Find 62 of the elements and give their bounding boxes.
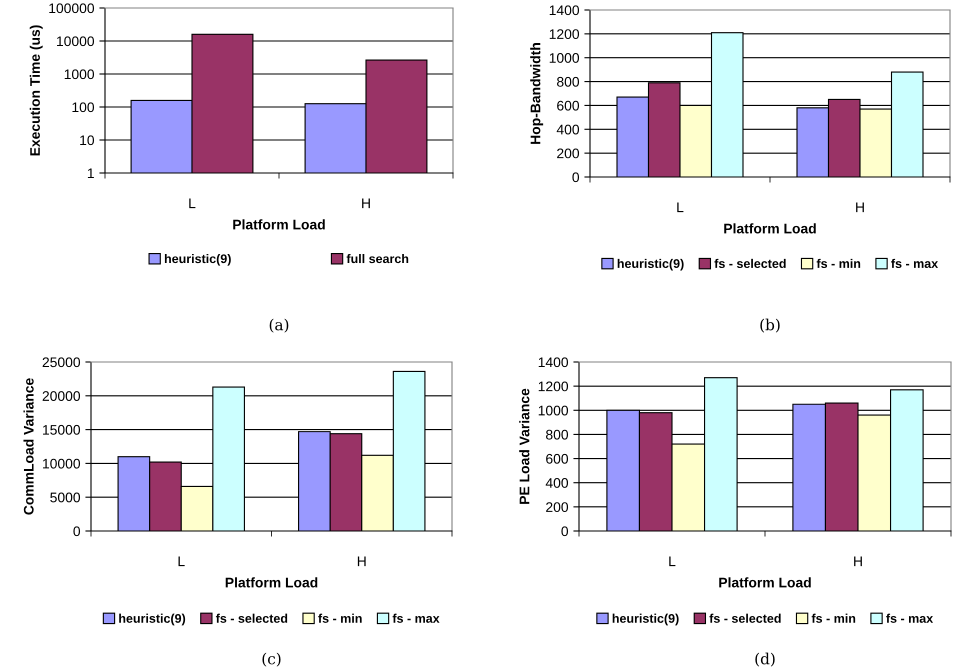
y-tick-label: 1 [88, 168, 94, 178]
legend-label: fs - max [891, 258, 938, 268]
x-axis-title: Platform Load [226, 577, 318, 588]
y-tick-label: 200 [546, 502, 568, 512]
text: (b) [760, 318, 780, 333]
y-tick-label: 10000 [57, 36, 94, 46]
x-tick-label: H [854, 556, 862, 566]
legend-label: heuristic(9) [119, 614, 186, 626]
y-tick-label: 25000 [42, 357, 80, 368]
x-tick-label: L [669, 556, 676, 566]
y-tick-label: 800 [546, 430, 568, 440]
y-tick-label: 20000 [42, 391, 80, 401]
y-tick-label: 15000 [43, 424, 80, 435]
text: (a) [270, 318, 288, 333]
y-tick-label: 100 [72, 102, 94, 112]
legend-label: fs - min [318, 614, 362, 623]
y-axis-title: CommLoad Variance [23, 378, 34, 515]
y-tick-label: 1400 [538, 357, 568, 368]
y-tick-label: 1000 [550, 53, 580, 63]
legend-label: fs - selected [714, 258, 786, 268]
legend-label: full search [346, 254, 408, 264]
x-tick-label: L [189, 198, 196, 208]
x-axis-title: Platform Load [724, 223, 816, 234]
x-tick-label: L [677, 202, 684, 212]
legend-label: fs - selected [216, 614, 288, 623]
legend-label: fs - max [392, 614, 440, 623]
y-tick-label: 400 [546, 478, 568, 488]
x-tick-label: H [362, 198, 370, 208]
y-tick-label: 5000 [50, 492, 80, 502]
y-tick-label: 400 [556, 124, 580, 134]
y-tick-label: 600 [546, 454, 568, 464]
y-tick-label: 800 [557, 76, 580, 87]
y-tick-label: 200 [557, 148, 580, 158]
x-axis-title: Platform Load [233, 219, 325, 230]
legend-label: heuristic(9) [612, 614, 679, 626]
legend-label: heuristic(9) [618, 258, 684, 270]
legend-label: fs - max [886, 614, 934, 623]
y-tick-label: 10000 [43, 458, 80, 469]
y-tick-label: 1200 [538, 381, 568, 392]
y-tick-label: 1000 [538, 406, 568, 416]
y-tick-label: 1400 [550, 5, 580, 16]
y-axis-title: Execution Time (us) [30, 25, 43, 156]
x-tick-label: L [178, 556, 185, 566]
legend-label: fs - min [816, 258, 860, 268]
y-tick-label: 0 [73, 526, 80, 536]
y-tick-label: 0 [561, 526, 568, 536]
x-tick-label: H [856, 202, 864, 212]
text: (d) [755, 652, 775, 667]
legend-label: fs - min [812, 614, 856, 623]
y-tick-label: 1200 [550, 29, 580, 40]
y-tick-label: 10 [80, 135, 94, 146]
x-tick-label: H [358, 556, 366, 566]
legend-label: heuristic(9) [164, 254, 231, 266]
x-axis-title: Platform Load [719, 577, 811, 588]
y-axis-title: Hop-Bandwidth [530, 43, 544, 144]
y-tick-label: 1000 [64, 69, 94, 80]
y-tick-label: 100000 [49, 3, 94, 14]
legend-label: fs - selected [709, 614, 781, 623]
y-tick-label: 0 [572, 172, 580, 182]
text: (c) [262, 652, 281, 667]
y-tick-label: 600 [557, 100, 580, 111]
y-axis-title: PE Load Variance [519, 388, 530, 504]
